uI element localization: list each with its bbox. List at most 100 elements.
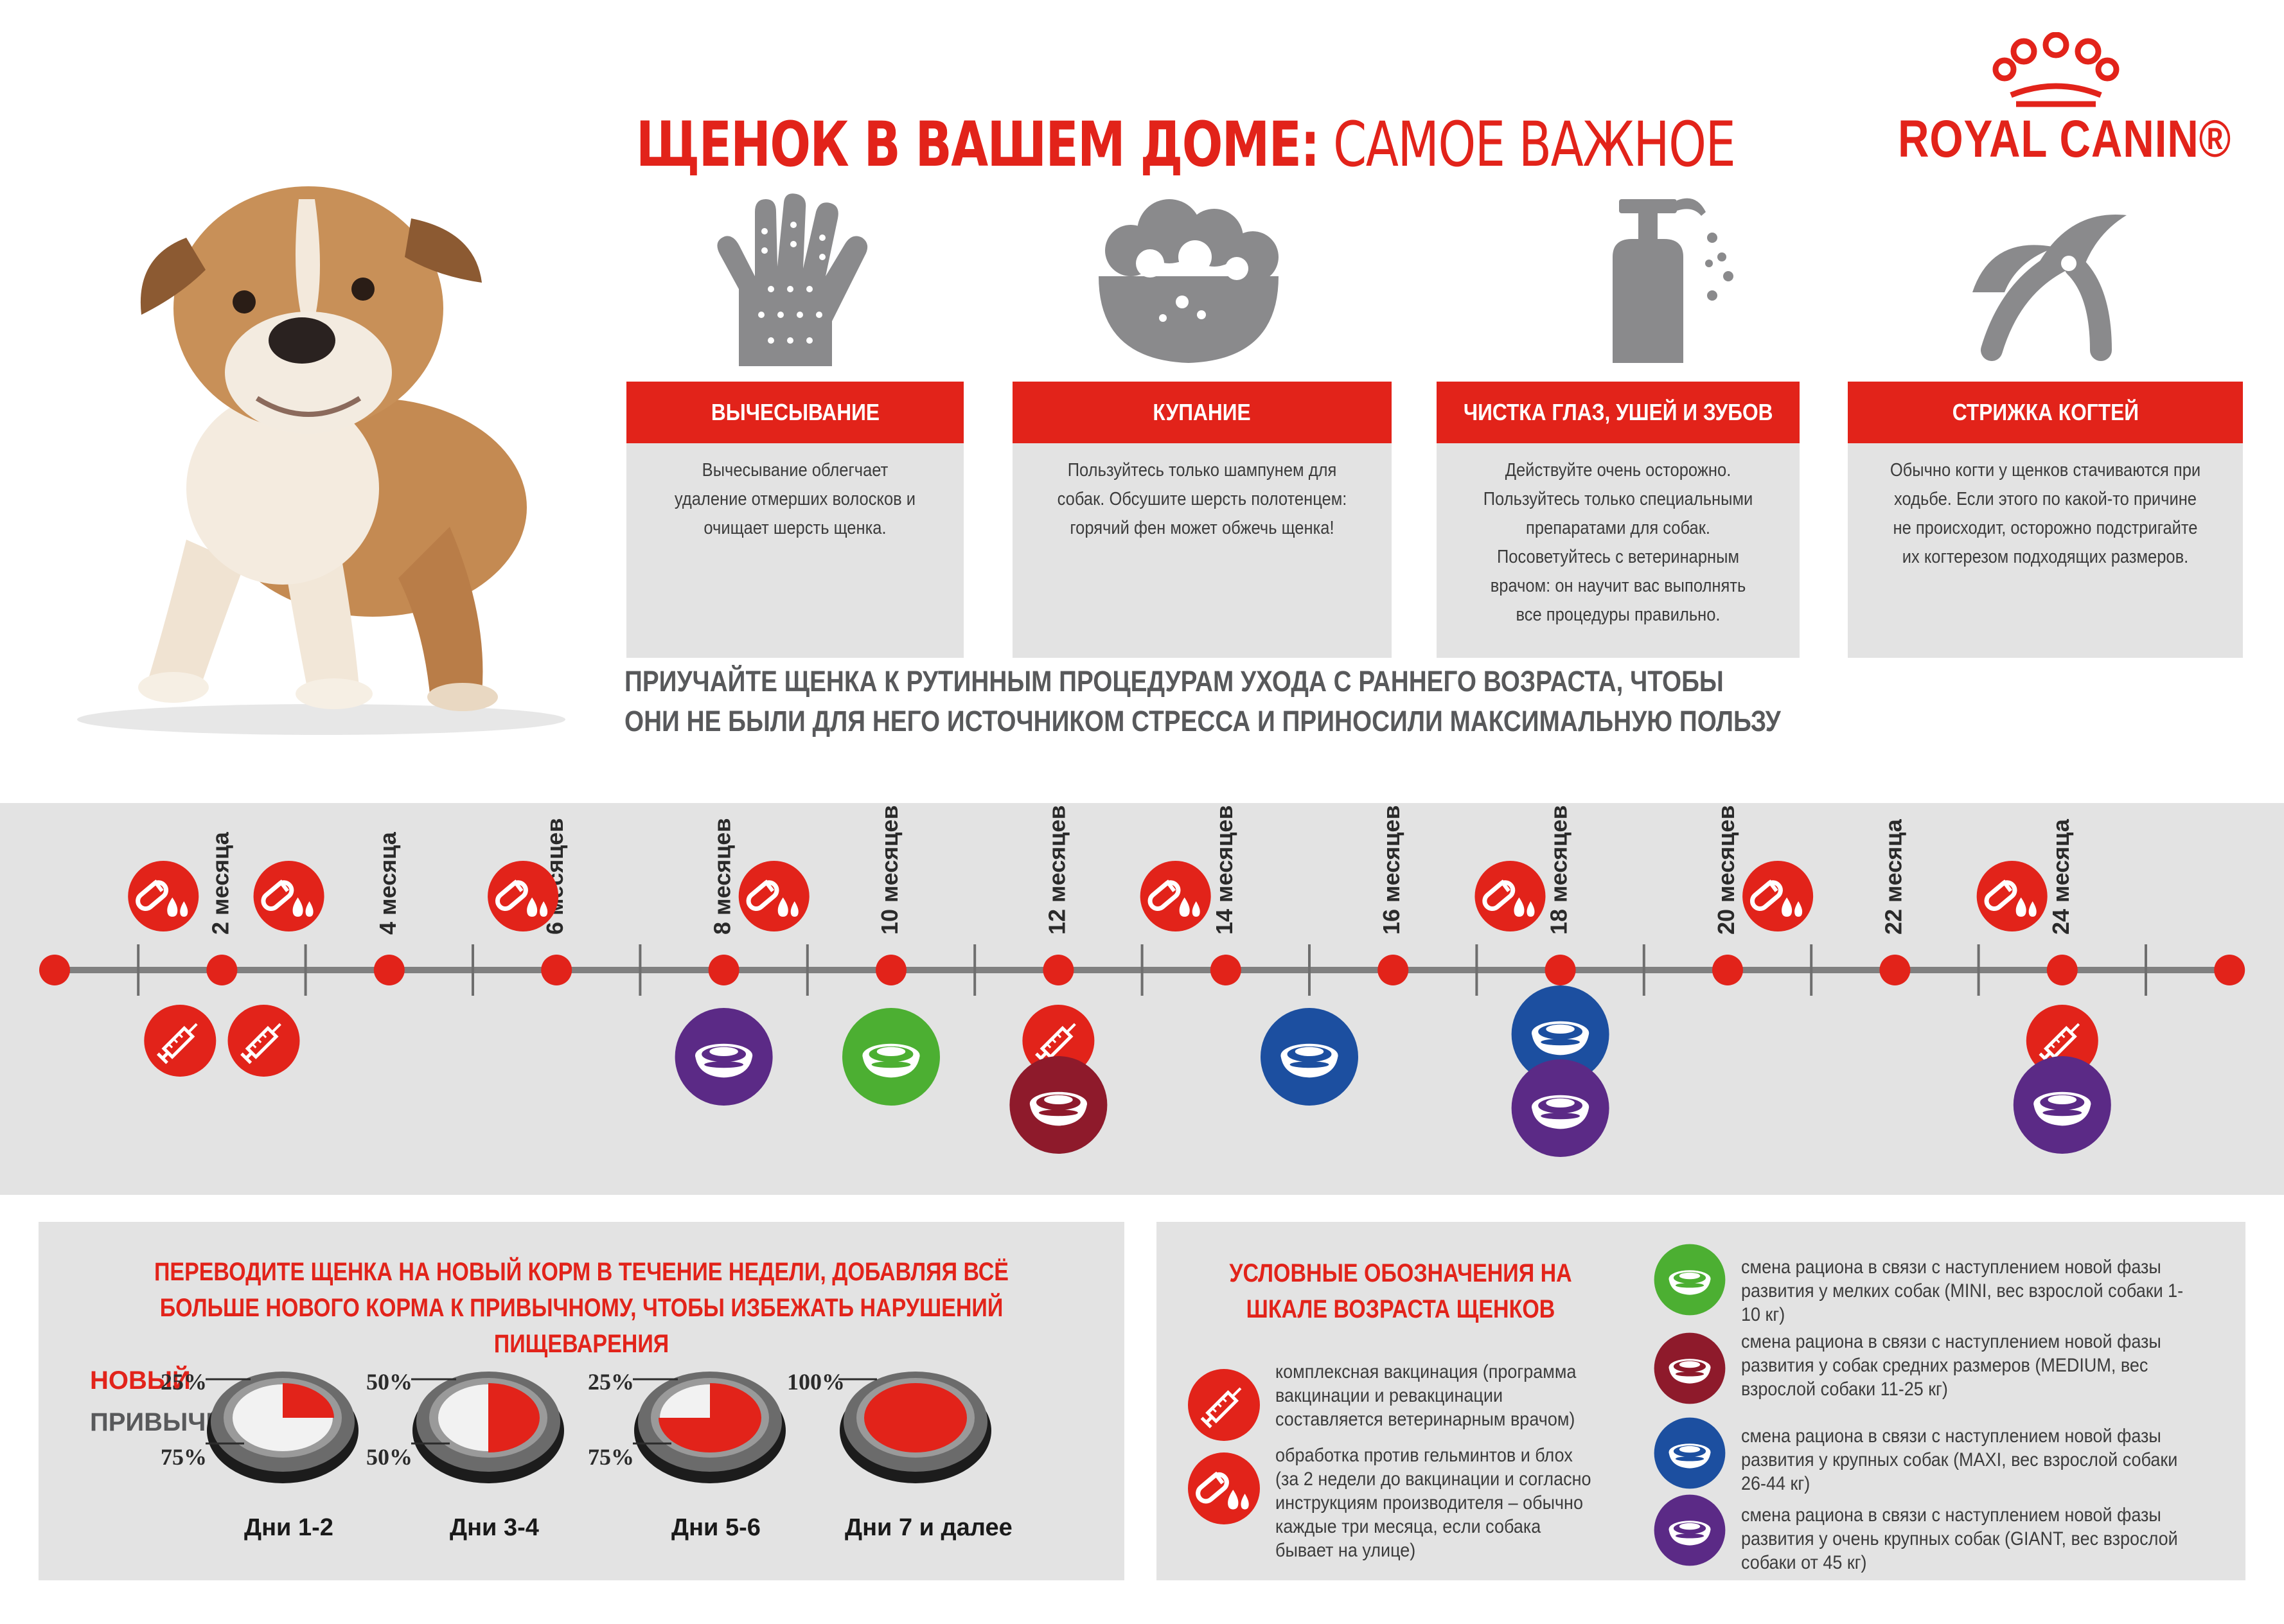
new-food-label: НОВЫЙ	[90, 1366, 191, 1395]
title-light: САМОЕ ВАЖНОЕ	[1332, 109, 1736, 181]
food-bowl-icon	[206, 1372, 359, 1483]
timeline-age-label: 22 месяца	[1880, 818, 1906, 935]
spray-bottle-icon	[1613, 198, 1733, 363]
timeline-dot	[1210, 955, 1241, 985]
diet-mini-legend-icon	[1654, 1244, 1726, 1316]
care-card-cleaning: ЧИСТКА ГЛАЗ, УШЕЙ И ЗУБОВ Действуйте оче…	[1437, 382, 1800, 658]
new-food-percent: 100%	[787, 1369, 845, 1395]
deworming-marker-icon	[1140, 861, 1211, 931]
timeline-dot	[39, 955, 70, 985]
vaccination-marker-icon	[227, 1005, 300, 1077]
timeline-age-label: 2 месяца	[207, 831, 233, 935]
care-card-bathing: КУПАНИЕ Пользуйтесь только шампунем для …	[1013, 382, 1392, 658]
diet-change-medium-icon	[1009, 1056, 1108, 1154]
transition-day-label: Дни 7 и далее	[845, 1514, 1013, 1541]
diet-change-giant-icon	[675, 1008, 773, 1106]
timeline-dot	[373, 955, 405, 985]
old-food-percent: 75%	[161, 1444, 207, 1470]
food-transition-panel: ПЕРЕВОДИТЕ ЩЕНКА НА НОВЫЙ КОРМ В ТЕЧЕНИЕ…	[39, 1222, 1124, 1580]
timeline-dot	[1043, 955, 1074, 985]
timeline-age-label: 12 месяцев	[1043, 805, 1070, 935]
deworming-legend-icon	[1188, 1452, 1260, 1524]
puppy-illustration	[77, 186, 565, 735]
timeline-dot	[876, 955, 907, 985]
deworming-marker-icon	[1976, 861, 2048, 931]
deworming-marker-icon	[738, 861, 810, 931]
timeline-age-label: 4 месяца	[375, 831, 401, 935]
care-card-text: Действуйте очень осторожно. Пользуйтесь …	[1483, 460, 1753, 625]
timeline-dot	[206, 955, 238, 985]
care-card-text: Пользуйтесь только шампунем для собак. О…	[1057, 460, 1347, 538]
diet-mini-legend-text: смена рациона в связи с наступлением нов…	[1741, 1257, 2184, 1325]
vaccination-legend-icon	[1188, 1369, 1260, 1441]
diet-change-giant-icon	[1511, 1059, 1609, 1157]
new-food-percent: 25%	[588, 1369, 634, 1395]
transition-day-label: Дни 3-4	[450, 1514, 539, 1541]
title-bold: ЩЕНОК В ВАШЕМ ДОМЕ:	[636, 109, 1320, 181]
grooming-glove-icon	[717, 193, 868, 366]
timeline-dot	[1545, 955, 1576, 985]
diet-change-mini-icon	[842, 1008, 940, 1106]
brand-logo: ROYAL CANIN®	[1863, 32, 2249, 180]
timeline-age-label: 16 месяцев	[1378, 805, 1404, 935]
deworming-marker-icon	[128, 861, 199, 931]
care-card-title: ВЫЧЕСЫВАНИЕ	[711, 399, 880, 425]
legend-heading: УСЛОВНЫЕ ОБОЗНАЧЕНИЯ НА ШКАЛЕ ВОЗРАСТА Щ…	[1229, 1259, 1572, 1323]
timeline-age-label: 24 месяца	[2048, 818, 2074, 935]
food-bowl-icon	[633, 1372, 786, 1483]
legend-panel: УСЛОВНЫЕ ОБОЗНАЧЕНИЯ НА ШКАЛЕ ВОЗРАСТА Щ…	[1156, 1222, 2245, 1580]
diet-maxi-legend-icon	[1654, 1417, 1726, 1489]
page-title: ЩЕНОК В ВАШЕМ ДОМЕ: САМОЕ ВАЖНОЕ	[636, 96, 1736, 193]
timeline-dot	[541, 955, 572, 985]
timeline-age-label: 14 месяцев	[1211, 805, 1237, 935]
care-card-title: СТРИЖКА КОГТЕЙ	[1952, 399, 2139, 425]
old-food-percent: 75%	[588, 1444, 634, 1470]
crown-icon	[1992, 32, 2120, 107]
brand-name: ROYAL CANIN®	[1898, 110, 2231, 168]
age-timeline: 2 месяца 4 месяца 6 месяцев 8 месяцев 10 мес…	[0, 803, 2284, 1195]
food-bowl-icon	[838, 1372, 991, 1483]
deworming-marker-icon	[1742, 861, 1814, 931]
transition-heading: ПЕРЕВОДИТЕ ЩЕНКА НА НОВЫЙ КОРМ В ТЕЧЕНИЕ…	[154, 1258, 1009, 1358]
diet-giant-legend-text: смена рациона в связи с наступлением нов…	[1741, 1505, 2178, 1573]
timeline-age-label: 10 месяцев	[876, 805, 903, 935]
diet-change-maxi-icon	[1511, 985, 1609, 1083]
care-card-text: Вычесывание облегчает удаление отмерших …	[674, 460, 916, 538]
care-card-text: Обычно когти у щенков стачиваются при хо…	[1890, 460, 2201, 567]
care-card-title: ЧИСТКА ГЛАЗ, УШЕЙ И ЗУБОВ	[1463, 399, 1773, 425]
diet-medium-legend-icon	[1654, 1332, 1726, 1404]
transition-day-label: Дни 5-6	[671, 1514, 761, 1541]
new-food-percent: 25%	[161, 1369, 207, 1395]
timeline-dot	[1879, 955, 1911, 985]
diet-medium-legend-text: смена рациона в связи с наступлением нов…	[1741, 1331, 2161, 1400]
bath-bowl-icon	[1099, 199, 1279, 363]
care-card-title: КУПАНИЕ	[1153, 399, 1252, 425]
deworming-marker-icon	[488, 861, 559, 931]
diet-change-giant-icon	[2013, 1056, 2111, 1154]
care-card-brushing: ВЫЧЕСЫВАНИЕ Вычесывание облегчает удален…	[626, 382, 964, 658]
vaccination-marker-icon	[144, 1005, 217, 1077]
timeline-dot	[2046, 955, 2078, 985]
deworming-marker-icon	[1474, 861, 1546, 931]
new-food-percent: 50%	[366, 1369, 412, 1395]
care-tagline: ПРИУЧАЙТЕ ЩЕНКА К РУТИННЫМ ПРОЦЕДУРАМ УХ…	[624, 665, 1781, 737]
timeline-dot	[1712, 955, 1743, 985]
food-bowl-icon	[411, 1372, 564, 1483]
timeline-age-label: 8 месяцев	[709, 818, 736, 935]
vaccination-legend-text: комплексная вакцинация (программа вакцин…	[1275, 1361, 1577, 1430]
nail-clipper-icon	[1972, 215, 2127, 361]
timeline-dot	[708, 955, 739, 985]
transition-day-label: Дни 1-2	[244, 1514, 333, 1541]
care-card-nail-trimming: СТРИЖКА КОГТЕЙ Обычно когти у щенков ста…	[1848, 382, 2243, 658]
timeline-dot	[2214, 955, 2245, 985]
timeline-dot	[1377, 955, 1409, 985]
timeline-canvas: 2 месяца 4 месяца 6 месяцев 8 месяцев 10 мес…	[39, 805, 2245, 1157]
diet-maxi-legend-text: смена рациона в связи с наступлением нов…	[1741, 1425, 2178, 1494]
old-food-percent: 50%	[366, 1444, 412, 1470]
diet-change-maxi-icon	[1261, 1008, 1358, 1106]
timeline-age-label: 18 месяцев	[1546, 805, 1572, 935]
timeline-age-label: 20 месяцев	[1713, 805, 1739, 935]
diet-giant-legend-icon	[1654, 1494, 1726, 1566]
deworming-legend-text: обработка против гельминтов и блох (за 2…	[1275, 1445, 1591, 1561]
deworming-marker-icon	[253, 861, 324, 931]
